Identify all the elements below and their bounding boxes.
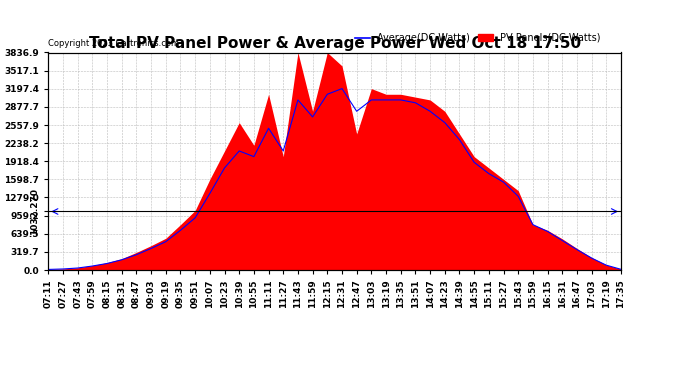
Title: Total PV Panel Power & Average Power Wed Oct 18 17:50: Total PV Panel Power & Average Power Wed… xyxy=(88,36,581,51)
Legend: Average(DC Watts), PV Panels(DC Watts): Average(DC Watts), PV Panels(DC Watts) xyxy=(351,29,604,47)
Text: Copyright 2023 Cartronics.com: Copyright 2023 Cartronics.com xyxy=(48,39,179,48)
